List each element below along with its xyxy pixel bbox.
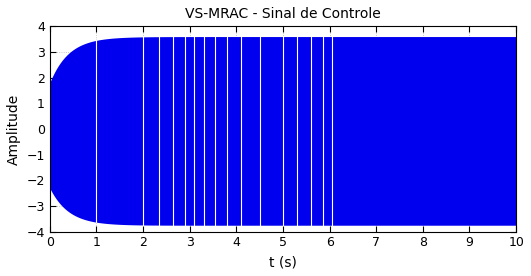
Title: VS-MRAC - Sinal de Controle: VS-MRAC - Sinal de Controle <box>185 7 381 21</box>
X-axis label: t (s): t (s) <box>269 255 297 269</box>
Y-axis label: Amplitude: Amplitude <box>7 93 21 164</box>
